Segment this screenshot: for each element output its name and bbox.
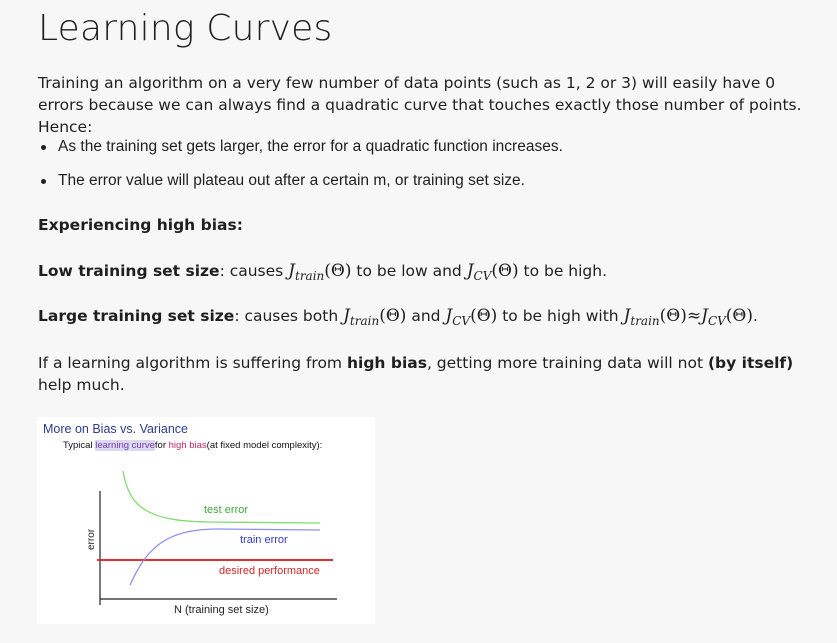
text: to be low and bbox=[351, 262, 467, 280]
text: to be high with bbox=[497, 307, 624, 325]
desired-performance-label: desired performance bbox=[219, 565, 320, 577]
approx-expr: Jtrain(Θ)≈JCV(Θ) bbox=[623, 306, 753, 328]
figure-subtitle: Typical learning curvefor high bias(at f… bbox=[63, 440, 323, 451]
x-axis-label: N (training set size) bbox=[174, 604, 269, 616]
large-size-label: Large training set size bbox=[38, 307, 235, 325]
j-train-expr: Jtrain(Θ) bbox=[288, 261, 352, 283]
text: : causes both bbox=[234, 307, 344, 325]
y-axis-label: error bbox=[86, 528, 97, 550]
text: : causes bbox=[219, 262, 289, 280]
text: . bbox=[753, 307, 758, 325]
text: and bbox=[406, 307, 446, 325]
large-size-line: Large training set size: causes both Jtr… bbox=[38, 306, 758, 328]
high-bias-heading: Experiencing high bias: bbox=[38, 216, 243, 234]
conclusion-paragraph: If a learning algorithm is suffering fro… bbox=[38, 354, 794, 394]
bullet-item: The error value will plateau out after a… bbox=[41, 169, 563, 203]
page-title: Learning Curves bbox=[38, 8, 333, 49]
figure-title: More on Bias vs. Variance bbox=[43, 422, 188, 436]
text: to be high. bbox=[518, 262, 608, 280]
train-error-label: train error bbox=[240, 534, 288, 546]
learning-curve-plot: test error train error desired performan… bbox=[86, 470, 337, 616]
test-error-curve bbox=[122, 470, 321, 524]
low-size-label: Low training set size bbox=[38, 262, 220, 280]
intro-paragraph: Training an algorithm on a very few numb… bbox=[38, 74, 802, 136]
learning-curve-figure: More on Bias vs. Variance Typical learni… bbox=[37, 417, 375, 624]
j-cv-expr: JCV(Θ) bbox=[445, 306, 498, 328]
train-error-curve bbox=[129, 528, 321, 586]
j-cv-expr: JCV(Θ) bbox=[466, 261, 519, 283]
bullet-item: As the training set gets larger, the err… bbox=[41, 135, 563, 169]
bullet-list: As the training set gets larger, the err… bbox=[38, 135, 563, 203]
test-error-label: test error bbox=[204, 504, 248, 516]
low-size-line: Low training set size: causes Jtrain(Θ) … bbox=[38, 261, 607, 283]
j-train-expr: Jtrain(Θ) bbox=[343, 306, 407, 328]
